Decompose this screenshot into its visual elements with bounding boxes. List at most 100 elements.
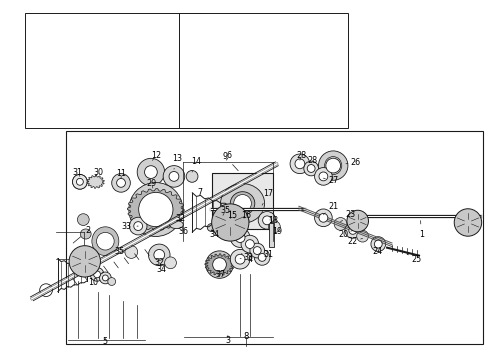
Circle shape: [454, 209, 482, 236]
Circle shape: [235, 254, 245, 264]
Text: 1: 1: [419, 221, 424, 239]
Circle shape: [129, 217, 147, 235]
Circle shape: [319, 172, 328, 181]
Bar: [144, 191, 163, 204]
Circle shape: [374, 240, 382, 248]
Circle shape: [206, 251, 233, 278]
Text: 11: 11: [117, 169, 126, 178]
Text: 32: 32: [175, 210, 185, 223]
Text: 5: 5: [103, 338, 108, 346]
Text: 4: 4: [242, 253, 252, 264]
Circle shape: [99, 272, 111, 284]
Text: 28: 28: [296, 151, 306, 160]
Text: 29: 29: [147, 179, 157, 188]
Ellipse shape: [81, 215, 130, 267]
Ellipse shape: [92, 227, 119, 256]
Circle shape: [239, 216, 249, 226]
Text: 6: 6: [226, 151, 232, 160]
Circle shape: [148, 244, 170, 266]
Circle shape: [334, 217, 347, 230]
Circle shape: [349, 226, 357, 234]
Circle shape: [102, 275, 108, 281]
Circle shape: [295, 159, 305, 169]
Circle shape: [217, 212, 229, 225]
Text: 13: 13: [172, 154, 182, 169]
Circle shape: [77, 214, 89, 225]
Circle shape: [254, 249, 270, 265]
Text: 3: 3: [225, 336, 230, 345]
Circle shape: [73, 175, 87, 189]
Circle shape: [137, 158, 165, 186]
Bar: [212, 173, 273, 229]
Circle shape: [319, 213, 328, 222]
Text: 18: 18: [269, 216, 278, 225]
Text: 26: 26: [346, 158, 361, 166]
Circle shape: [145, 166, 157, 179]
Circle shape: [97, 233, 114, 250]
Circle shape: [304, 161, 318, 176]
Text: 12: 12: [151, 151, 161, 161]
Polygon shape: [87, 175, 104, 188]
Ellipse shape: [456, 213, 466, 228]
Circle shape: [371, 237, 386, 251]
Text: 17: 17: [262, 189, 273, 205]
Circle shape: [241, 235, 259, 253]
Circle shape: [253, 247, 261, 255]
Circle shape: [69, 246, 100, 277]
Circle shape: [258, 212, 276, 229]
Text: 34: 34: [157, 266, 167, 274]
Text: 30: 30: [93, 168, 103, 177]
Text: 28: 28: [308, 156, 318, 165]
Text: 21: 21: [323, 202, 338, 215]
Polygon shape: [127, 189, 184, 230]
Circle shape: [213, 258, 226, 271]
Circle shape: [347, 210, 368, 232]
Circle shape: [212, 204, 249, 241]
Circle shape: [315, 168, 332, 185]
Circle shape: [318, 151, 348, 180]
Circle shape: [154, 249, 165, 260]
Circle shape: [258, 253, 266, 261]
Text: 36: 36: [179, 227, 189, 236]
Text: 22: 22: [348, 238, 363, 247]
Circle shape: [230, 249, 250, 269]
Circle shape: [307, 165, 315, 172]
Polygon shape: [205, 254, 234, 275]
Circle shape: [94, 271, 100, 278]
Text: 33: 33: [122, 222, 138, 231]
Bar: [25, 13, 203, 128]
Text: 15: 15: [227, 211, 237, 220]
Ellipse shape: [80, 229, 91, 239]
Text: 33: 33: [240, 252, 254, 261]
Circle shape: [345, 222, 361, 238]
Text: 19: 19: [272, 228, 282, 237]
Bar: [269, 223, 274, 247]
Circle shape: [250, 243, 265, 258]
Ellipse shape: [83, 249, 97, 262]
Circle shape: [235, 233, 245, 243]
Circle shape: [165, 257, 176, 269]
Circle shape: [163, 166, 185, 187]
Text: 8: 8: [244, 332, 248, 341]
Text: 14: 14: [191, 157, 201, 172]
Text: 35: 35: [115, 248, 124, 256]
Text: 27: 27: [323, 176, 338, 185]
Circle shape: [245, 240, 254, 248]
Circle shape: [117, 179, 125, 187]
Text: 23: 23: [341, 210, 355, 222]
Circle shape: [129, 183, 183, 237]
Circle shape: [125, 246, 138, 258]
Circle shape: [90, 267, 104, 281]
Circle shape: [357, 230, 368, 242]
Circle shape: [231, 217, 238, 225]
Text: 2: 2: [73, 226, 91, 243]
Circle shape: [76, 178, 83, 185]
Circle shape: [186, 171, 198, 182]
Text: 9: 9: [223, 152, 238, 171]
Text: 10: 10: [88, 272, 103, 287]
Circle shape: [134, 222, 143, 230]
Circle shape: [290, 154, 310, 174]
Ellipse shape: [220, 184, 265, 223]
Text: 7: 7: [192, 188, 202, 201]
Circle shape: [315, 209, 332, 227]
